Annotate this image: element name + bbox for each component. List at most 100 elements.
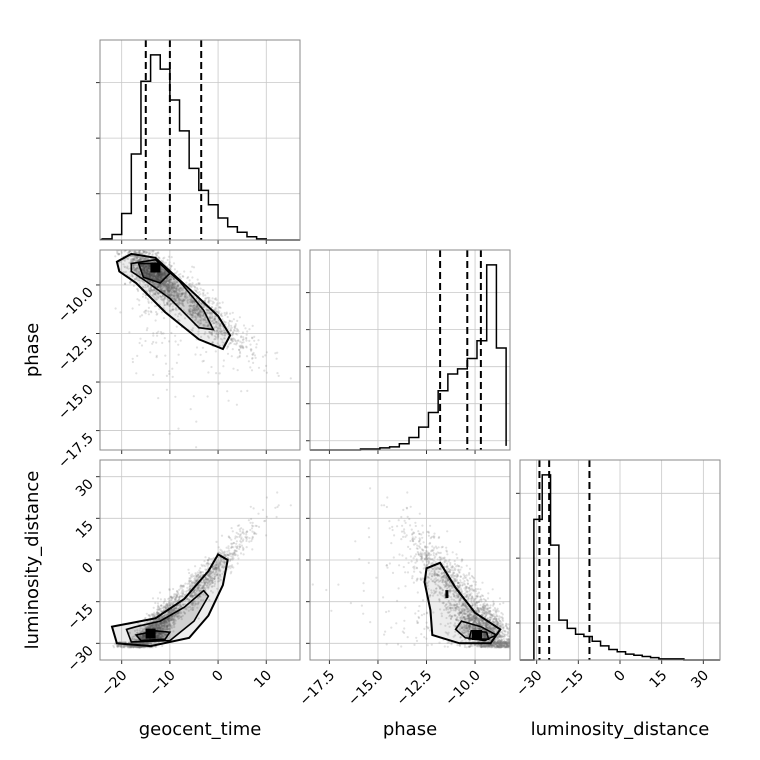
scatter-point — [133, 250, 136, 253]
scatter-point — [167, 290, 170, 293]
scatter-point — [132, 266, 135, 269]
scatter-point — [136, 631, 139, 635]
scatter-point — [145, 240, 147, 242]
scatter-point — [191, 573, 194, 576]
scatter-point — [168, 340, 171, 343]
scatter-point — [171, 611, 174, 614]
scatter-point — [229, 342, 232, 345]
scatter-point — [201, 586, 204, 590]
scatter-point — [231, 558, 234, 561]
scatter-point — [223, 337, 226, 340]
scatter-point — [196, 573, 200, 577]
scatter-point — [215, 307, 218, 310]
scatter-point — [170, 602, 173, 605]
scatter-point — [168, 287, 171, 290]
scatter-point — [150, 273, 153, 277]
scatter-point — [161, 632, 164, 635]
scatter-point — [241, 531, 244, 535]
scatter-point — [234, 537, 237, 540]
scatter-point — [167, 289, 170, 292]
scatter-point — [189, 298, 192, 301]
scatter-point — [165, 374, 168, 377]
scatter-point — [193, 306, 196, 310]
scatter-point — [166, 613, 169, 616]
scatter-point — [191, 310, 194, 313]
scatter-point — [156, 298, 159, 301]
scatter-point — [165, 272, 168, 275]
scatter-point — [221, 341, 224, 344]
scatter-point — [118, 645, 121, 648]
scatter-point — [128, 234, 130, 236]
scatter-point — [190, 316, 193, 319]
scatter-point — [167, 255, 170, 258]
scatter-point — [175, 606, 178, 610]
scatter-point — [143, 635, 146, 638]
scatter-point — [123, 282, 127, 285]
scatter-point — [144, 269, 147, 273]
scatter-point — [192, 580, 195, 583]
scatter-point — [188, 598, 191, 601]
scatter-point — [170, 285, 173, 289]
scatter-point — [138, 646, 141, 649]
scatter-point — [239, 533, 242, 536]
scatter-point — [170, 287, 173, 290]
scatter-point — [213, 338, 216, 341]
scatter-point — [250, 517, 253, 521]
scatter-point — [197, 573, 200, 576]
scatter-point — [153, 281, 156, 284]
scatter-point — [238, 316, 241, 319]
scatter-point — [227, 547, 230, 550]
scatter-point — [163, 281, 166, 284]
scatter-point — [138, 642, 141, 645]
scatter-point — [194, 312, 197, 315]
scatter-point — [131, 245, 133, 247]
scatter-point — [138, 251, 141, 254]
scatter-point — [275, 515, 278, 519]
scatter-point — [132, 246, 134, 248]
scatter-point — [171, 610, 174, 613]
scatter-cloud — [114, 234, 292, 449]
hist-phase-frame — [309, 249, 511, 451]
scatter-point — [152, 620, 155, 623]
scatter-point — [234, 339, 237, 342]
scatter-point — [181, 292, 185, 295]
scatter-point — [172, 618, 176, 621]
scatter-point — [153, 626, 156, 629]
scatter-point — [142, 247, 144, 249]
scatter-point — [140, 264, 143, 268]
scatter-point — [222, 552, 225, 555]
scatter-point — [137, 289, 140, 293]
scatter-point — [150, 624, 154, 628]
scatter-point — [173, 295, 176, 299]
scatter-point — [138, 258, 141, 261]
scatter-point — [166, 288, 169, 292]
scatter-point — [170, 287, 173, 290]
scatter-point — [220, 328, 223, 331]
scatter-point — [123, 246, 125, 248]
scatter-point — [181, 584, 185, 588]
scatter-point — [174, 308, 177, 311]
scatter-point — [157, 634, 160, 637]
scatter-point — [139, 635, 142, 638]
scatter-point — [162, 289, 165, 292]
scatter-point — [196, 313, 199, 316]
scatter-point — [204, 299, 207, 302]
scatter-point — [161, 616, 164, 619]
scatter-point — [149, 624, 152, 627]
scatter-cloud — [110, 491, 292, 649]
scatter-point — [176, 284, 179, 287]
scatter-point — [174, 607, 177, 610]
scatter-point — [244, 327, 247, 330]
scatter-point — [143, 310, 146, 314]
scatter-point — [146, 269, 149, 272]
scatter-point — [176, 612, 179, 615]
scatter-point — [179, 277, 182, 280]
scatter-point — [142, 630, 145, 633]
scatter-point — [166, 292, 170, 296]
scatter-point — [159, 627, 162, 630]
scatter-point — [233, 327, 237, 330]
scatter-point — [245, 339, 248, 342]
scatter-point — [182, 304, 185, 308]
scatter-point — [163, 291, 166, 294]
scatter-point — [171, 615, 174, 618]
